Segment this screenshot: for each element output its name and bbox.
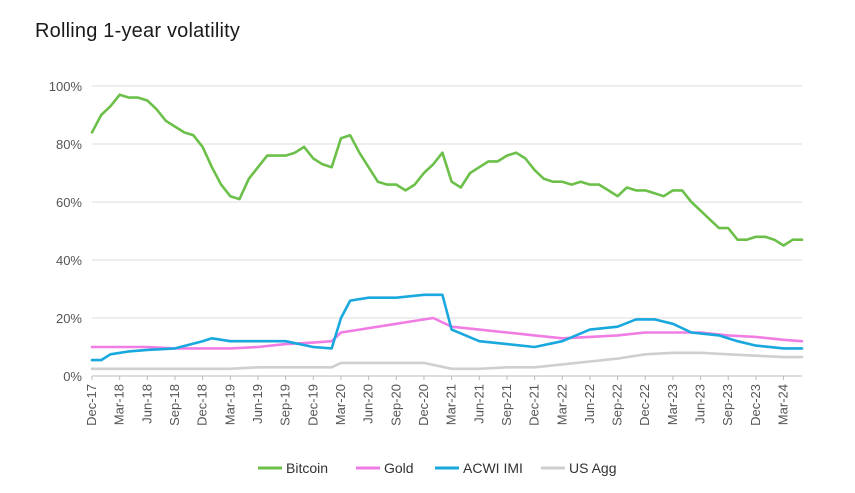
- series-line-acwi-imi: [90, 293, 804, 362]
- x-tick-label: Jun-21: [471, 384, 486, 424]
- legend-label-gold: Gold: [384, 460, 414, 476]
- y-tick-label: 0%: [63, 369, 82, 384]
- x-tick-label: Dec-22: [637, 384, 652, 426]
- x-tick-label: Mar-19: [222, 384, 237, 425]
- x-tick-label: Sep-22: [610, 384, 625, 426]
- x-tick-label: Dec-20: [416, 384, 431, 426]
- x-tick-label: Sep-20: [388, 384, 403, 426]
- series-line-gold: [90, 316, 804, 350]
- x-tick-label: Mar-23: [665, 384, 680, 425]
- x-tick-label: Sep-18: [167, 384, 182, 426]
- x-tick-label: Mar-20: [333, 384, 348, 425]
- x-tick-label: Jun-20: [361, 384, 376, 424]
- y-tick-label: 60%: [56, 195, 82, 210]
- x-tick-label: Jun-19: [250, 384, 265, 424]
- x-tick-label: Jun-18: [139, 384, 154, 424]
- chart-title: Rolling 1-year volatility: [35, 20, 241, 42]
- y-tick-label: 100%: [49, 79, 83, 94]
- legend-label-us-agg: US Agg: [569, 460, 616, 476]
- x-tick-label: Sep-21: [499, 384, 514, 426]
- x-tick-label: Mar-22: [554, 384, 569, 425]
- x-tick-label: Jun-22: [582, 384, 597, 424]
- x-tick-label: Dec-21: [527, 384, 542, 426]
- x-tick-label: Mar-21: [444, 384, 459, 425]
- y-tick-label: 80%: [56, 137, 82, 152]
- x-tick-label: Mar-18: [112, 384, 127, 425]
- x-tick-label: Dec-17: [84, 384, 99, 426]
- x-tick-label: Mar-24: [776, 384, 791, 425]
- x-tick-label: Sep-19: [278, 384, 293, 426]
- series-line-us-agg: [90, 351, 804, 371]
- x-tick-label: Dec-18: [195, 384, 210, 426]
- series-line-bitcoin: [90, 93, 804, 247]
- x-tick-label: Dec-19: [305, 384, 320, 426]
- legend-label-acwi-imi: ACWI IMI: [463, 460, 523, 476]
- legend-label-bitcoin: Bitcoin: [286, 460, 328, 476]
- y-tick-label: 40%: [56, 253, 82, 268]
- x-tick-label: Jun-23: [693, 384, 708, 424]
- y-tick-label: 20%: [56, 311, 82, 326]
- x-tick-label: Sep-23: [720, 384, 735, 426]
- x-tick-label: Dec-23: [748, 384, 763, 426]
